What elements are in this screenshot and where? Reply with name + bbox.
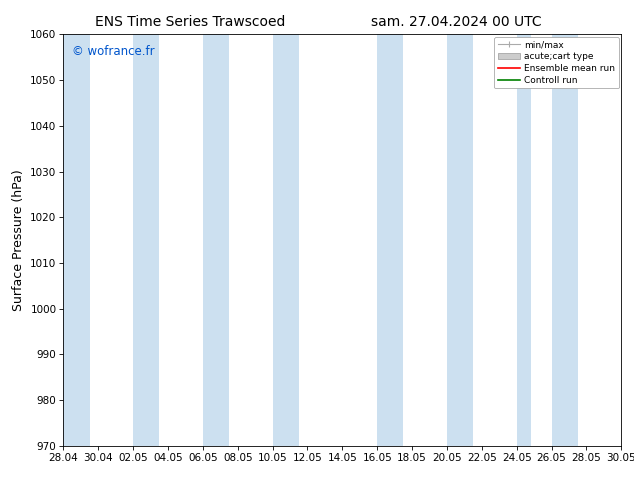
Y-axis label: Surface Pressure (hPa): Surface Pressure (hPa) xyxy=(11,169,25,311)
Legend: min/max, acute;cart type, Ensemble mean run, Controll run: min/max, acute;cart type, Ensemble mean … xyxy=(495,37,619,88)
Text: ENS Time Series Trawscoed: ENS Time Series Trawscoed xyxy=(95,15,285,29)
Bar xyxy=(517,34,531,446)
Bar xyxy=(133,34,159,446)
Bar xyxy=(63,34,89,446)
Bar xyxy=(273,34,299,446)
Bar xyxy=(203,34,229,446)
Text: sam. 27.04.2024 00 UTC: sam. 27.04.2024 00 UTC xyxy=(371,15,542,29)
Bar xyxy=(377,34,403,446)
Bar xyxy=(552,34,578,446)
Text: © wofrance.fr: © wofrance.fr xyxy=(72,45,155,58)
Bar xyxy=(447,34,473,446)
